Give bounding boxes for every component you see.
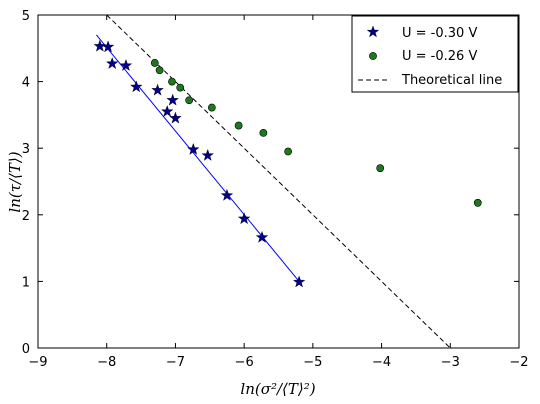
y-tick-label: 3: [22, 142, 30, 157]
circle-point: [376, 164, 385, 173]
x-tick-label: −2: [509, 355, 528, 370]
fit-line: [96, 34, 300, 282]
y-tick-label: 2: [22, 209, 30, 224]
x-axis-label: ln(σ²/⟨T⟩²): [240, 380, 315, 398]
star-point: [169, 111, 182, 124]
x-tick-label: −9: [28, 355, 47, 370]
y-tick-label: 0: [22, 342, 30, 357]
star-point: [292, 275, 306, 288]
x-tick-label: −5: [303, 355, 322, 370]
circle-point: [207, 103, 216, 112]
star-point: [151, 83, 164, 96]
circle-point: [150, 59, 159, 67]
star-point: [129, 80, 143, 93]
circle-point: [176, 83, 185, 92]
legend-label-theoretical: Theoretical line: [401, 73, 502, 88]
x-tick-label: −6: [235, 355, 254, 370]
legend-box: [351, 15, 519, 93]
circle-point: [185, 96, 194, 105]
circle-point: [284, 147, 293, 156]
star-point: [255, 230, 269, 243]
star-point: [187, 142, 200, 155]
star-point: [201, 148, 215, 161]
legend-circle-marker: [369, 52, 377, 60]
circle-point: [234, 121, 243, 130]
y-tick-label: 5: [22, 9, 30, 24]
x-tick-label: −3: [441, 355, 460, 370]
circle-point: [473, 198, 482, 207]
legend: U = -0.30 V U = -0.26 V Theoretical line: [351, 15, 519, 93]
star-point: [119, 59, 133, 71]
x-tick-label: −7: [166, 355, 185, 370]
marks-layer: [93, 39, 482, 288]
star-point: [220, 188, 234, 201]
legend-star-shape: [366, 25, 380, 38]
y-axis-label: ln(τ/⟨T⟩): [6, 151, 24, 212]
star-point: [237, 212, 251, 225]
x-tick-label: −4: [372, 355, 391, 370]
legend-label-series-1: U = -0.30 V: [402, 26, 477, 41]
y-tick-label: 4: [22, 76, 30, 91]
star-point: [93, 39, 107, 52]
x-tick-label: −8: [97, 355, 116, 370]
legend-star-marker: [366, 25, 380, 38]
star-point: [160, 104, 174, 117]
star-point: [105, 57, 119, 69]
circle-point: [155, 66, 164, 75]
legend-label-series-2: U = -0.26 V: [402, 49, 477, 64]
circle-point: [168, 77, 176, 86]
y-tick-label: 1: [22, 275, 30, 290]
fit-layer: [96, 14, 451, 349]
axis-ticks: −9 −8 −7 −6 −5 −4 −3 −2 0 1 2 3 4 5: [22, 9, 529, 370]
star-point: [101, 40, 115, 53]
star-point: [166, 93, 179, 106]
circle-point: [259, 128, 268, 137]
